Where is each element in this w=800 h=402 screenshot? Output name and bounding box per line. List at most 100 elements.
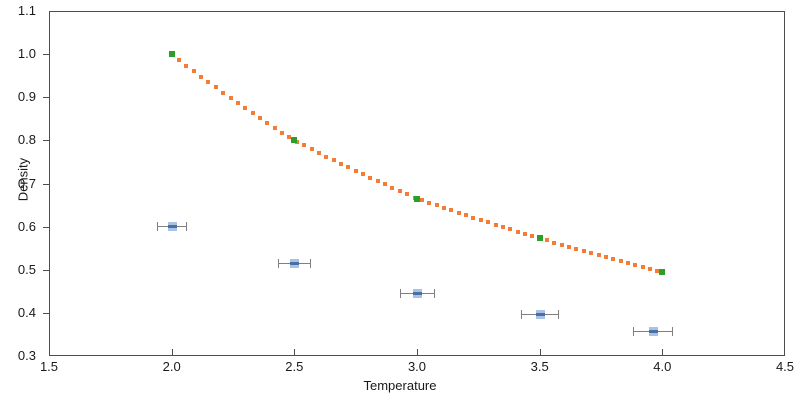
x-axis-title: Temperature (363, 378, 437, 393)
y-axis-tick-label: 0.7 (17, 175, 36, 191)
y-axis-tick (43, 140, 50, 142)
curve-dot (464, 213, 469, 218)
curve-dot (625, 260, 630, 265)
curve-marker (291, 137, 298, 144)
curve-dot (353, 168, 358, 173)
x-axis-tick (417, 349, 418, 356)
curve-dot (640, 264, 645, 269)
y-axis-tick-label: 0.6 (17, 218, 36, 234)
y-axis-tick-label: 0.5 (17, 261, 36, 277)
curve-marker (659, 268, 666, 275)
curve-dot (257, 116, 262, 121)
curve-dot (375, 179, 380, 184)
y-axis-tick (43, 54, 50, 56)
y-axis-tick-label: 1.1 (17, 3, 36, 18)
curve-dot (280, 130, 285, 135)
curve-dot (500, 224, 505, 229)
curve-dot (581, 248, 586, 253)
curve-dot (522, 231, 527, 236)
curve-dot (456, 210, 461, 215)
y-axis-tick (43, 269, 50, 271)
curve-dot (213, 85, 218, 90)
curve-dot (596, 253, 601, 258)
curve-dot (633, 262, 638, 267)
curve-dot (486, 220, 491, 225)
curve-dot (434, 203, 439, 208)
x-axis-tick-label: 3.0 (407, 359, 427, 374)
error-bar-cap (558, 310, 560, 320)
curve-dot (655, 268, 660, 273)
curve-dot (324, 154, 329, 159)
curve-dot (530, 234, 535, 239)
curve-dot (471, 215, 476, 220)
curve-dot (228, 95, 233, 100)
curve-dot (508, 227, 513, 232)
curve-dot (331, 158, 336, 163)
x-axis-tick (171, 349, 173, 356)
curve-dot (221, 90, 226, 95)
x-axis-tick (662, 349, 664, 356)
error-bar-cap (434, 288, 436, 298)
data-point-core (648, 329, 658, 333)
x-axis-tick-label: 2.5 (285, 359, 304, 374)
data-point-core (167, 225, 177, 229)
x-axis-tick (294, 349, 296, 356)
y-axis-tick (43, 97, 50, 99)
error-bar-cap (399, 288, 401, 298)
curve-dot (397, 189, 402, 194)
plot-area (49, 11, 785, 356)
curve-dot (191, 69, 196, 74)
x-axis-tick-label: 4.5 (775, 359, 795, 374)
data-point-core (535, 313, 545, 317)
x-axis-tick-label: 3.5 (530, 359, 549, 374)
error-bar-cap (156, 222, 158, 232)
curve-dot (589, 250, 594, 255)
curve-dot (574, 246, 579, 251)
curve-dot (441, 205, 446, 210)
curve-dot (383, 182, 388, 187)
curve-dot (618, 259, 623, 264)
error-bar-cap (278, 259, 280, 269)
y-axis-tick-label: 0.8 (17, 132, 36, 148)
y-axis-tick-label: 0.9 (17, 89, 36, 105)
y-axis-tick-label: 1.0 (17, 46, 36, 62)
y-axis-tick (43, 226, 50, 228)
curve-dot (390, 185, 395, 190)
curve-dot (235, 101, 240, 106)
error-bar-cap (186, 222, 188, 232)
curve-dot (177, 57, 182, 62)
curve-dot (309, 147, 314, 152)
error-bar-cap (521, 310, 523, 320)
curve-dot (206, 80, 211, 85)
error-bar-cap (672, 326, 674, 336)
curve-dot (449, 208, 454, 213)
curve-dot (611, 257, 616, 262)
curve-dot (368, 175, 373, 180)
error-bar-cap (310, 259, 312, 269)
curve-dot (603, 255, 608, 260)
curve-marker (168, 51, 175, 58)
curve-dot (199, 74, 204, 79)
y-axis-tick (43, 183, 50, 185)
curve-dot (493, 222, 498, 227)
curve-dot (346, 165, 351, 170)
curve-marker (536, 235, 543, 242)
curve-dot (302, 143, 307, 148)
y-axis-tick-label: 0.4 (17, 304, 36, 320)
curve-dot (405, 192, 410, 197)
curve-dot (184, 63, 189, 68)
curve-dot (287, 135, 292, 140)
curve-marker (414, 195, 420, 202)
x-axis-tick-label: 1.5 (39, 359, 59, 374)
y-axis-title: Density (15, 157, 31, 202)
curve-dot (515, 229, 520, 234)
x-axis-tick-label: 2.0 (162, 359, 181, 374)
curve-dot (648, 266, 653, 271)
curve-dot (567, 244, 572, 249)
curve-dot (243, 106, 248, 111)
curve-dot (427, 200, 432, 205)
x-axis-tick (539, 349, 541, 356)
data-point-core (290, 262, 300, 266)
curve-dot (316, 150, 321, 155)
